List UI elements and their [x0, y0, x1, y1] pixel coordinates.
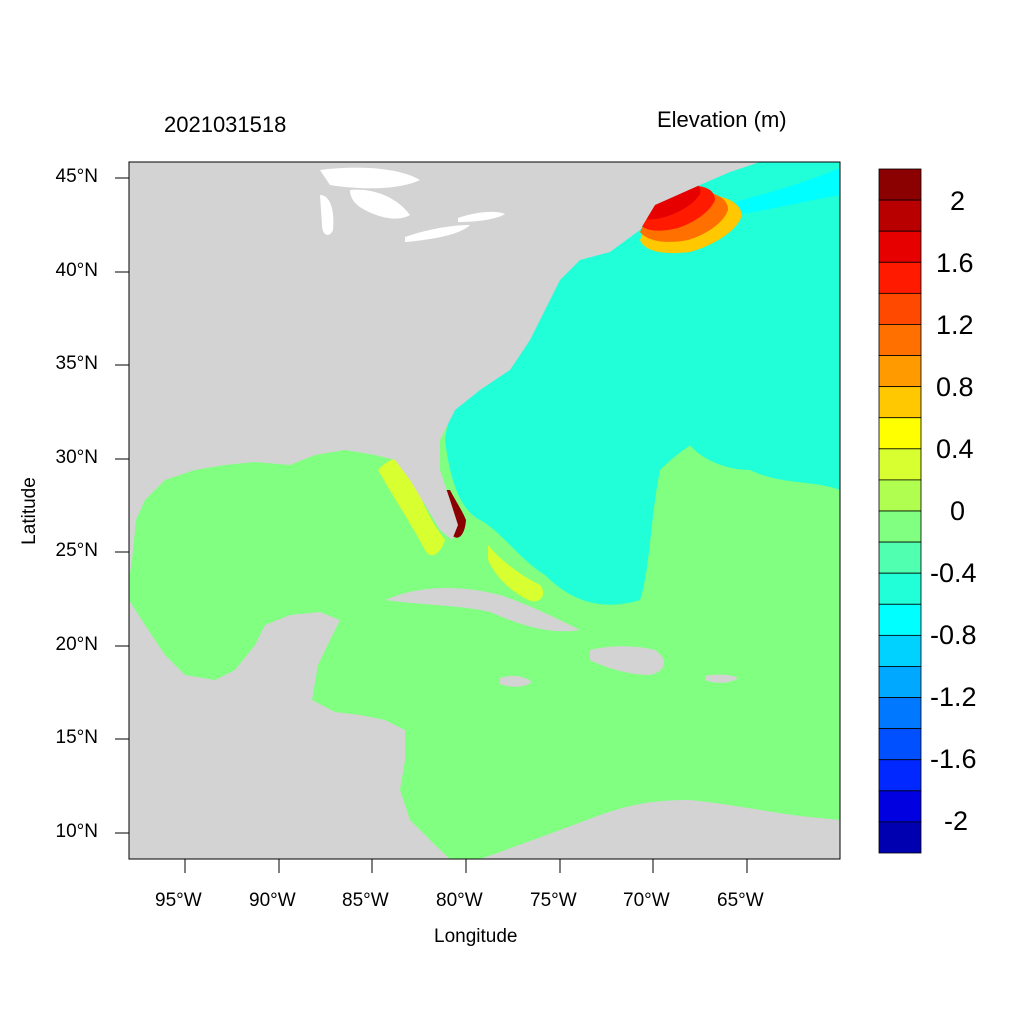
colorbar-swatch	[878, 666, 922, 698]
y-axis-ticks	[115, 177, 129, 834]
colorbar-swatch	[878, 728, 922, 761]
colorbar-label: -1.2	[930, 682, 977, 712]
y-tick-label: 25°N	[55, 540, 98, 561]
x-tick-label: 95°W	[155, 890, 202, 911]
colorbar-swatch	[878, 821, 922, 854]
colorbar-label: 0.8	[936, 372, 974, 402]
colorbar-label: -0.4	[930, 558, 977, 588]
great-lakes	[320, 167, 505, 242]
colorbar	[878, 168, 922, 854]
colorbar-label: 0.4	[936, 434, 974, 464]
colorbar-swatch	[878, 790, 922, 823]
colorbar-swatch	[878, 261, 922, 294]
colorbar-label: 1.6	[936, 248, 974, 278]
colorbar-swatch	[878, 386, 922, 419]
colorbar-label: -0.8	[930, 620, 977, 650]
colorbar-label: 2	[950, 186, 966, 216]
colorbar-swatch	[878, 510, 922, 543]
colorbar-swatch	[878, 417, 922, 450]
colorbar-swatch	[878, 572, 922, 605]
florida-west-band	[378, 458, 445, 556]
colorbar-swatch	[878, 355, 922, 388]
colorbar-label: 1.2	[936, 310, 974, 340]
colorbar-swatch	[878, 759, 922, 792]
colorbar-swatch	[878, 541, 922, 574]
surge-layer-darkred	[642, 182, 701, 220]
colorbar-swatch	[878, 634, 922, 667]
x-tick-label: 90°W	[249, 890, 296, 911]
bahamas-band	[488, 545, 544, 602]
y-tick-label: 20°N	[55, 634, 98, 655]
colorbar-swatch	[878, 292, 922, 325]
y-tick-label: 45°N	[55, 166, 98, 187]
colorbar-swatch	[878, 448, 922, 481]
atlantic-negative-anomaly	[445, 162, 840, 605]
timestamp-title: 2021031518	[164, 112, 287, 137]
y-tick-label: 10°N	[55, 821, 98, 842]
colorbar-swatch	[878, 603, 922, 636]
colorbar-swatch	[878, 168, 922, 201]
colorbar-swatch	[878, 230, 922, 263]
y-tick-label: 15°N	[55, 727, 98, 748]
y-tick-label: 30°N	[55, 447, 98, 468]
y-axis-title: Latitude	[18, 477, 40, 545]
plot-frame	[128, 161, 841, 860]
x-tick-label: 75°W	[530, 890, 577, 911]
colorbar-swatch	[878, 199, 922, 232]
nova-scotia-cyan	[725, 168, 840, 215]
colorbar-label: -2	[944, 806, 969, 836]
variable-title: Elevation (m)	[657, 107, 787, 132]
y-tick-label: 35°N	[55, 353, 98, 374]
colorbar-swatch	[878, 479, 922, 512]
x-axis-title: Longitude	[434, 926, 518, 947]
colorbar-label: 0	[950, 496, 966, 526]
map-area	[129, 162, 840, 859]
x-axis-ticks	[184, 859, 748, 873]
colorbar-swatch	[878, 697, 922, 730]
y-tick-label: 40°N	[55, 260, 98, 281]
colorbar-swatch	[878, 324, 922, 356]
colorbar-label: -1.6	[930, 744, 977, 774]
x-tick-label: 65°W	[717, 890, 764, 911]
x-tick-label: 85°W	[342, 890, 389, 911]
land	[129, 162, 840, 859]
x-tick-label: 70°W	[623, 890, 670, 911]
x-tick-label: 80°W	[436, 890, 483, 911]
